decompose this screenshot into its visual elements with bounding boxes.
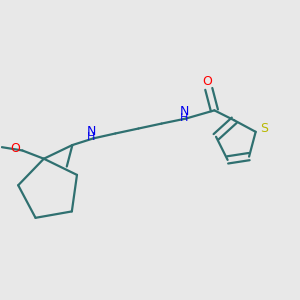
Text: H: H xyxy=(180,112,188,123)
Text: O: O xyxy=(10,142,20,155)
Text: N: N xyxy=(179,105,189,118)
Text: N: N xyxy=(87,125,96,138)
Text: O: O xyxy=(202,75,212,88)
Text: S: S xyxy=(260,122,268,135)
Text: H: H xyxy=(87,133,96,142)
